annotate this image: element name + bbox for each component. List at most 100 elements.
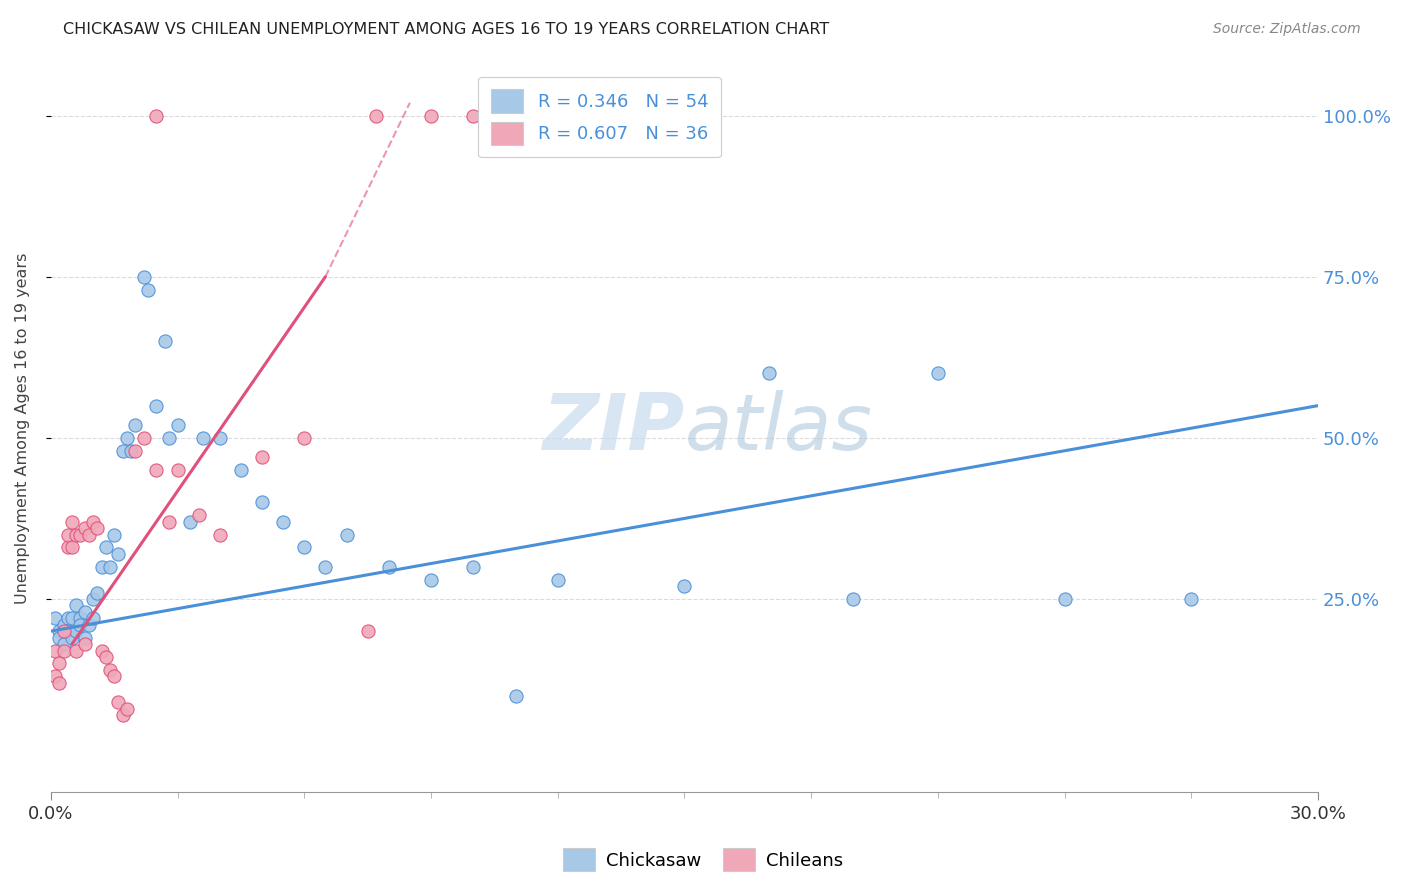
Point xyxy=(1180,591,1202,606)
Text: Source: ZipAtlas.com: Source: ZipAtlas.com xyxy=(1213,22,1361,37)
Point xyxy=(463,109,485,123)
Point xyxy=(292,541,315,555)
Point xyxy=(420,573,443,587)
Point xyxy=(132,431,155,445)
Point xyxy=(366,109,388,123)
Point xyxy=(145,399,167,413)
Point xyxy=(758,367,780,381)
Point xyxy=(927,367,949,381)
Point xyxy=(73,521,96,535)
Point xyxy=(69,611,91,625)
Point xyxy=(86,585,108,599)
Point xyxy=(420,109,443,123)
Point xyxy=(229,463,252,477)
Point xyxy=(77,527,100,541)
Point xyxy=(115,431,138,445)
Point xyxy=(60,515,83,529)
Legend: Chickasaw, Chileans: Chickasaw, Chileans xyxy=(555,841,851,879)
Point xyxy=(90,643,112,657)
Point xyxy=(86,521,108,535)
Point xyxy=(107,695,129,709)
Point xyxy=(52,617,75,632)
Point xyxy=(82,591,104,606)
Point xyxy=(44,669,66,683)
Point xyxy=(44,611,66,625)
Point xyxy=(56,624,79,639)
Point xyxy=(52,637,75,651)
Point xyxy=(505,689,527,703)
Point xyxy=(208,431,231,445)
Point xyxy=(250,495,273,509)
Text: atlas: atlas xyxy=(685,390,872,467)
Point xyxy=(356,624,378,639)
Point xyxy=(673,579,696,593)
Point xyxy=(103,669,125,683)
Point xyxy=(250,450,273,465)
Y-axis label: Unemployment Among Ages 16 to 19 years: Unemployment Among Ages 16 to 19 years xyxy=(15,252,30,604)
Point xyxy=(120,443,142,458)
Point xyxy=(73,637,96,651)
Point xyxy=(98,559,121,574)
Point xyxy=(187,508,209,523)
Point xyxy=(73,605,96,619)
Point xyxy=(111,443,134,458)
Point xyxy=(1053,591,1076,606)
Point xyxy=(65,527,87,541)
Point xyxy=(292,431,315,445)
Point xyxy=(69,617,91,632)
Point xyxy=(60,541,83,555)
Point xyxy=(547,573,569,587)
Point xyxy=(56,541,79,555)
Point xyxy=(157,431,180,445)
Point xyxy=(56,527,79,541)
Point xyxy=(82,611,104,625)
Point xyxy=(166,463,188,477)
Point xyxy=(52,624,75,639)
Point xyxy=(271,515,294,529)
Point xyxy=(124,443,146,458)
Point xyxy=(115,701,138,715)
Point xyxy=(60,611,83,625)
Point xyxy=(124,417,146,432)
Point xyxy=(60,631,83,645)
Point xyxy=(145,463,167,477)
Point xyxy=(77,617,100,632)
Point xyxy=(153,334,176,348)
Point xyxy=(44,643,66,657)
Point xyxy=(191,431,214,445)
Point xyxy=(65,599,87,613)
Point xyxy=(65,643,87,657)
Point xyxy=(48,631,70,645)
Point xyxy=(65,624,87,639)
Point xyxy=(335,527,357,541)
Point xyxy=(111,708,134,723)
Point xyxy=(132,269,155,284)
Point xyxy=(90,559,112,574)
Point xyxy=(157,515,180,529)
Point xyxy=(94,649,117,664)
Point xyxy=(145,109,167,123)
Point xyxy=(48,657,70,671)
Point xyxy=(166,417,188,432)
Point xyxy=(82,515,104,529)
Point xyxy=(69,527,91,541)
Point xyxy=(179,515,201,529)
Point xyxy=(314,559,336,574)
Point xyxy=(463,559,485,574)
Point xyxy=(107,547,129,561)
Text: CHICKASAW VS CHILEAN UNEMPLOYMENT AMONG AGES 16 TO 19 YEARS CORRELATION CHART: CHICKASAW VS CHILEAN UNEMPLOYMENT AMONG … xyxy=(63,22,830,37)
Point xyxy=(208,527,231,541)
Point xyxy=(103,527,125,541)
Point xyxy=(52,643,75,657)
Point xyxy=(136,283,159,297)
Point xyxy=(73,631,96,645)
Point xyxy=(842,591,865,606)
Text: ZIP: ZIP xyxy=(543,390,685,467)
Point xyxy=(48,624,70,639)
Point xyxy=(48,675,70,690)
Point xyxy=(94,541,117,555)
Point xyxy=(98,663,121,677)
Legend: R = 0.346   N = 54, R = 0.607   N = 36: R = 0.346 N = 54, R = 0.607 N = 36 xyxy=(478,77,721,157)
Point xyxy=(56,611,79,625)
Point xyxy=(378,559,401,574)
